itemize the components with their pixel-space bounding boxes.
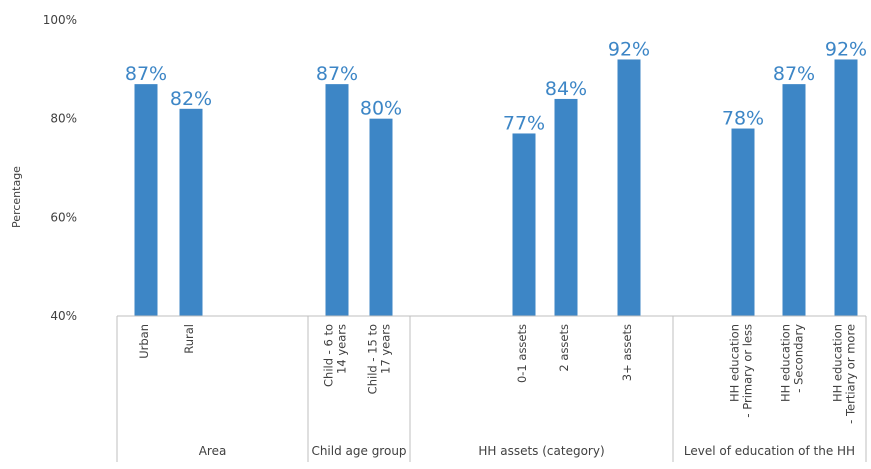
bar: [512, 133, 536, 316]
category-label-line: HH education: [728, 324, 742, 402]
bar: [325, 84, 349, 316]
category-label: 0-1 assets: [515, 324, 529, 383]
category-label-line: - Primary or less: [741, 324, 755, 418]
category-label: 3+ assets: [620, 324, 634, 381]
y-tick-label: 40%: [50, 309, 77, 323]
category-label-line: - Secondary: [792, 324, 806, 393]
y-axis-ticks: 40% 60% 80% 100%: [43, 13, 77, 323]
data-labels: 87%82%87%80%77%84%92%78%87%92%: [125, 38, 867, 134]
category-label-line: Child - 6 to: [322, 324, 336, 387]
category-label-line: Urban: [137, 324, 151, 359]
category-label-line: - Tertiary or more: [844, 324, 858, 424]
category-label: HH education - Secondary: [779, 324, 806, 402]
category-label-line: 14 years: [335, 324, 349, 374]
y-tick-label: 80%: [50, 112, 77, 126]
bar: [617, 59, 641, 316]
category-label-line: Rural: [182, 324, 196, 354]
category-label: HH education - Primary or less: [728, 324, 755, 418]
data-label: 82%: [170, 88, 212, 110]
category-label-line: 2 assets: [557, 324, 571, 372]
bars: [134, 59, 858, 317]
category-label: Rural: [182, 324, 196, 354]
category-label-line: 0-1 assets: [515, 324, 529, 383]
data-label: 80%: [360, 98, 402, 120]
bar: [731, 128, 755, 316]
y-tick-label: 100%: [43, 13, 77, 27]
group-label: Area: [199, 444, 227, 458]
bar: [369, 118, 393, 317]
data-label: 92%: [825, 38, 867, 60]
category-label-line: HH education: [779, 324, 793, 402]
category-label-line: HH education: [831, 324, 845, 402]
category-label: Child - 15 to 17 years: [366, 324, 393, 394]
bar: [554, 98, 578, 316]
category-label: Urban: [137, 324, 151, 359]
category-label: Child - 6 to 14 years: [322, 324, 349, 387]
data-label: 87%: [316, 63, 358, 85]
y-axis-label: Percentage: [10, 166, 23, 228]
y-tick-label: 60%: [50, 210, 77, 224]
bar: [179, 108, 203, 316]
data-label: 87%: [773, 63, 815, 85]
group-label: Level of education of the HH: [684, 444, 855, 458]
data-label: 78%: [722, 108, 764, 130]
category-label-line: 17 years: [379, 324, 393, 374]
bar: [834, 59, 858, 316]
category-label-line: Child - 15 to: [366, 324, 380, 394]
bar: [782, 84, 806, 316]
category-label-line: 3+ assets: [620, 324, 634, 381]
data-label: 84%: [545, 78, 587, 100]
bar: [134, 84, 158, 316]
data-label: 87%: [125, 63, 167, 85]
category-label: HH education - Tertiary or more: [831, 324, 858, 424]
data-label: 77%: [503, 112, 545, 134]
data-label: 92%: [608, 38, 650, 60]
category-label: 2 assets: [557, 324, 571, 372]
group-label: HH assets (category): [478, 444, 604, 458]
group-label: Child age group: [311, 444, 406, 458]
